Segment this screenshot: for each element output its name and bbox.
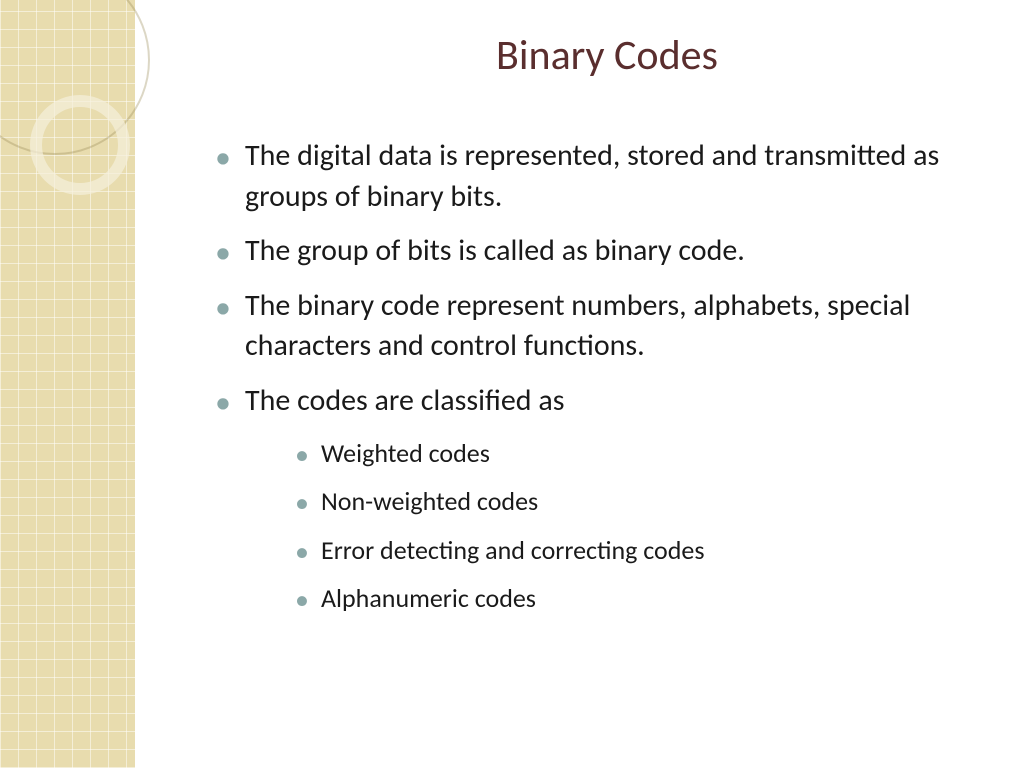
sidebar-pattern [0,0,135,768]
list-item: The group of bits is called as binary co… [215,231,984,272]
bullet-text: Weighted codes [321,437,490,469]
list-item: Non-weighted codes [295,483,984,519]
bullet-text: Alphanumeric codes [321,582,536,614]
list-item: The binary code represent numbers, alpha… [215,286,984,367]
slide-title: Binary Codes [170,30,984,81]
bullet-text: The digital data is represented, stored … [245,137,939,215]
bullet-text: Error detecting and correcting codes [321,534,705,566]
bullet-text: The codes are classified as [245,382,564,419]
list-item: Weighted codes [295,435,984,471]
list-item: The digital data is represented, stored … [215,136,984,217]
bullet-text: Non-weighted codes [321,485,538,517]
decorative-circle-small [30,95,130,195]
list-item: Alphanumeric codes [295,580,984,616]
main-bullet-list: The digital data is represented, stored … [170,136,984,617]
bullet-text: The group of bits is called as binary co… [245,232,745,269]
bullet-text: The binary code represent numbers, alpha… [245,287,910,365]
sub-bullet-list: Weighted codes Non-weighted codes Error … [245,435,984,617]
list-item: The codes are classified as Weighted cod… [215,381,984,617]
slide-content-area: Binary Codes The digital data is represe… [135,0,1024,768]
list-item: Error detecting and correcting codes [295,532,984,568]
